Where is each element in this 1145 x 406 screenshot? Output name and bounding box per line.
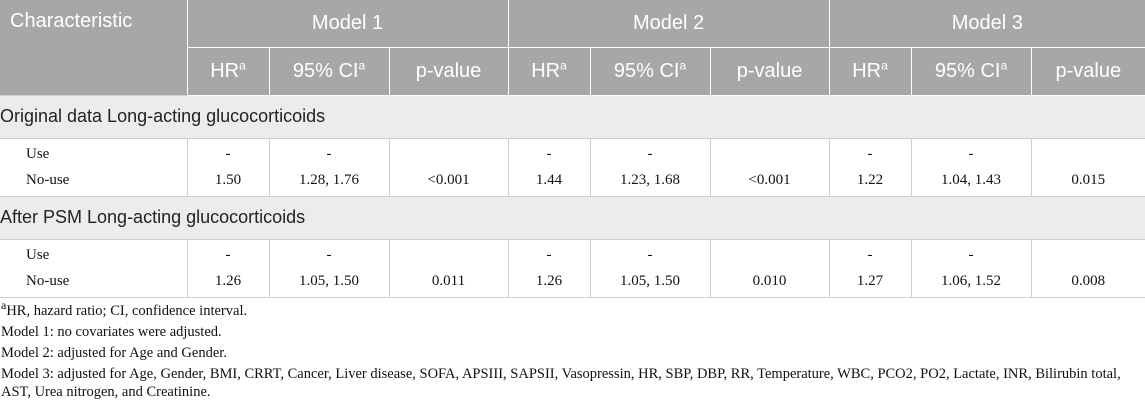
- footnote-abbreviations: aHR, hazard ratio; CI, confidence interv…: [1, 298, 248, 319]
- cell-p-value: 0.015: [1031, 138, 1145, 197]
- header-p-value: p-value: [710, 47, 830, 96]
- section-row-original: Original data Long-acting glucocorticoid…: [0, 94, 1145, 139]
- cell-ci: -1.04, 1.43: [911, 138, 1032, 197]
- header-p-value: p-value: [1031, 47, 1145, 96]
- cell-hr: -1.27: [829, 239, 912, 298]
- footnote-model-1: Model 1: no covariates were adjusted.: [1, 324, 222, 340]
- row-label-use: Use: [26, 146, 50, 162]
- footnote-model-3: Model 3: adjusted for Age, Gender, BMI, …: [1, 366, 1121, 400]
- cell-p-value: 0.011: [389, 239, 509, 298]
- header-p-value: p-value: [389, 47, 509, 96]
- header-ci: 95% CIa: [911, 47, 1032, 96]
- cell-hr: -1.50: [187, 138, 270, 197]
- header-characteristic: Characteristic: [0, 0, 188, 95]
- section-row-after-psm: After PSM Long-acting glucocorticoids: [0, 195, 1145, 240]
- cell-ci: -1.28, 1.76: [269, 138, 390, 197]
- footnote-model-2: Model 2: adjusted for Age and Gender.: [1, 345, 227, 361]
- cell-ci: -1.05, 1.50: [590, 239, 711, 298]
- header-ci: 95% CIa: [590, 47, 711, 96]
- cell-p-value: <0.001: [710, 138, 830, 197]
- cell-hr: -1.26: [508, 239, 591, 298]
- row-label-nouse: No-use: [26, 273, 70, 289]
- header-row-subcolumns: HRa 95% CIa p-value HRa 95% CIa p-value …: [0, 47, 1145, 96]
- cell-ci: -1.06, 1.52: [911, 239, 1032, 298]
- header-ci: 95% CIa: [269, 47, 390, 96]
- cell-hr: -1.22: [829, 138, 912, 197]
- header-hr: HRa: [829, 47, 912, 96]
- table-row: Use No-use -1.50 -1.28, 1.76 <0.001 -1.4…: [0, 138, 1145, 197]
- table-footnotes: aHR, hazard ratio; CI, confidence interv…: [1, 298, 1141, 404]
- cell-p-value: 0.008: [1031, 239, 1145, 298]
- cell-p-value: 0.010: [710, 239, 830, 298]
- row-label-use: Use: [26, 247, 50, 263]
- cell-hr: -1.26: [187, 239, 270, 298]
- results-table: Characteristic Model 1 Model 2 Model 3 H…: [0, 0, 1145, 298]
- cell-ci: -1.23, 1.68: [590, 138, 711, 197]
- section-title: Original data Long-acting glucocorticoid…: [0, 94, 1145, 139]
- header-hr: HRa: [508, 47, 591, 96]
- section-title: After PSM Long-acting glucocorticoids: [0, 195, 1145, 240]
- header-hr: HRa: [187, 47, 270, 96]
- header-model-1: Model 1: [187, 0, 509, 48]
- row-label-nouse: No-use: [26, 172, 70, 188]
- cell-hr: -1.44: [508, 138, 591, 197]
- header-row-models: Characteristic Model 1 Model 2 Model 3: [0, 0, 1145, 95]
- table-row: Use No-use -1.26 -1.05, 1.50 0.011 -1.26…: [0, 239, 1145, 298]
- row-label-cell: Use No-use: [0, 138, 188, 197]
- cell-ci: -1.05, 1.50: [269, 239, 390, 298]
- cell-p-value: <0.001: [389, 138, 509, 197]
- row-label-cell: Use No-use: [0, 239, 188, 298]
- header-model-2: Model 2: [508, 0, 830, 48]
- header-model-3: Model 3: [829, 0, 1145, 48]
